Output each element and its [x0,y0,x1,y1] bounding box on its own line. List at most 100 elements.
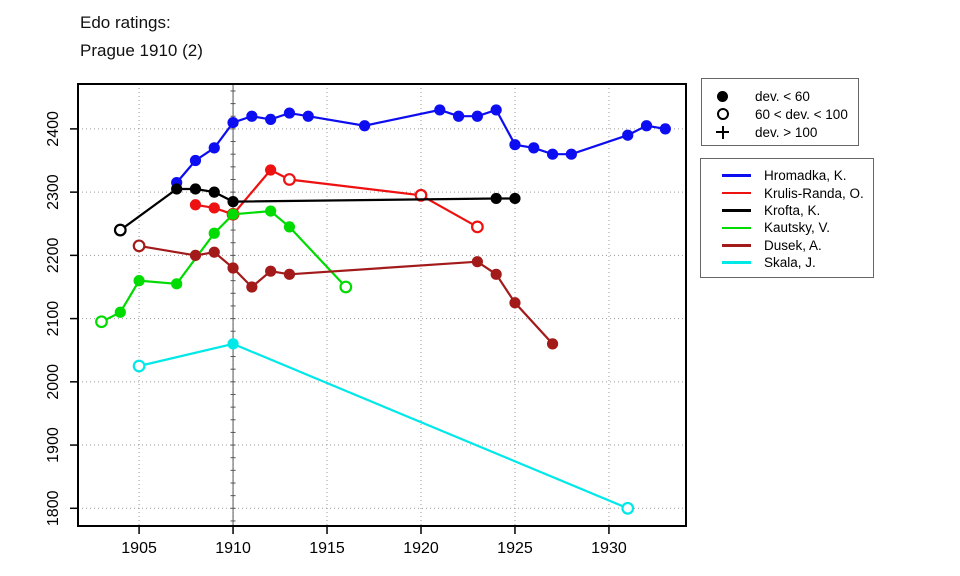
data-point-filled [208,246,220,258]
series-legend-item: Kautsky, V. [722,219,873,236]
series-line-2 [119,187,515,231]
data-point-filled [227,262,239,274]
deviation-legend-item: dev. < 60 [716,87,858,105]
series-legend-label: Skala, J. [764,255,816,271]
data-point-filled [208,227,220,239]
series-legend-label: Krulis-Randa, O. [764,185,864,201]
series-color-swatch [722,191,751,195]
series-line-5 [138,342,629,510]
data-point-filled [246,110,258,122]
x-tick-label: 1930 [591,540,627,557]
deviation-legend: dev. < 60 60 < dev. < 100 dev. > 100 [701,78,859,146]
chart-title-line2: Prague 1910 (2) [80,41,203,60]
series-legend-label: Krofta, K. [764,202,821,218]
data-point-filled [452,110,465,122]
data-point-filled [208,142,220,154]
data-point-filled [133,275,145,287]
data-point-open [414,188,428,202]
data-point-filled [189,183,202,195]
deviation-legend-item: 60 < dev. < 100 [716,105,858,123]
data-point-filled [302,110,314,122]
deviation-legend-item: dev. > 100 [716,123,858,141]
plot-border [77,83,687,527]
data-point-filled [227,116,239,129]
data-point-filled [171,183,183,195]
y-tick-label: 2300 [45,174,62,210]
data-point-open [339,280,353,294]
x-tick-label: 1925 [497,540,533,557]
data-point-open [113,223,127,237]
y-tick-label: 2100 [45,301,62,337]
series-legend-item: Krofta, K. [722,202,873,219]
chart-title-line1: Edo ratings: [80,13,171,32]
series-color-swatch [722,261,751,264]
data-point-filled [546,338,559,350]
data-point-filled [171,278,183,290]
data-point-filled [265,113,277,126]
deviation-legend-label: dev. > 100 [755,124,818,140]
data-point-filled [490,268,502,280]
open-circle-icon [716,108,729,120]
data-point-filled [509,192,521,205]
series-color-swatch [722,226,751,230]
data-point-filled [208,186,220,198]
data-point-filled [659,123,671,135]
y-tick-label: 1800 [45,490,62,526]
x-tick-label: 1915 [309,540,345,557]
data-point-filled [509,139,521,151]
deviation-legend-label: dev. < 60 [755,88,810,104]
series-legend-label: Kautsky, V. [764,220,831,236]
data-point-filled [189,199,202,211]
data-point-filled [227,196,239,208]
data-point-open [283,173,296,186]
data-point-filled [208,202,220,214]
data-point-filled [265,205,277,217]
series-color-swatch [722,174,751,177]
x-tick-label: 1910 [215,540,251,557]
series-legend: Hromadka, K. Krulis-Randa, O. Krofta, K. Ka… [700,158,874,278]
data-point-filled [528,142,540,154]
series-legend-item: Skala, J. [722,254,873,271]
deviation-legend-label: 60 < dev. < 100 [755,106,848,122]
series-color-swatch [722,243,751,247]
series-line-3 [101,209,347,323]
data-point-filled [265,164,277,176]
series-legend-label: Dusek, A. [764,237,822,253]
data-point-filled [546,148,559,160]
data-point-filled [114,306,126,318]
plus-circle-icon [716,125,729,139]
data-point-filled [189,154,202,167]
data-point-filled [490,104,502,116]
data-point-filled [359,120,371,132]
data-point-filled [283,268,296,280]
data-point-open [132,239,146,253]
data-point-filled [246,281,258,293]
series-legend-item: Dusek, A. [722,237,873,254]
x-tick-label: 1920 [403,540,439,557]
y-tick-label: 2200 [45,237,62,273]
series-legend-item: Krulis-Randa, O. [722,184,873,201]
data-point-filled [283,107,296,119]
data-point-filled [471,110,483,122]
filled-circle-icon [716,90,729,102]
data-point-open [95,315,108,329]
data-point-filled [509,297,521,309]
data-point-filled [227,338,239,350]
data-point-filled [283,221,296,233]
series-legend-label: Hromadka, K. [764,168,847,184]
data-point-filled [189,249,202,261]
data-point-filled [434,104,446,116]
series-legend-item: Hromadka, K. [722,167,873,184]
data-point-open [132,359,146,373]
series-line-4 [138,244,554,345]
data-point-filled [490,192,502,205]
data-point-filled [640,120,653,132]
data-point-filled [565,148,577,160]
x-tick-label: 1905 [121,540,157,557]
data-point-filled [471,256,483,268]
y-tick-label: 2000 [45,364,62,400]
series-color-swatch [722,209,751,212]
data-point-filled [227,208,239,220]
